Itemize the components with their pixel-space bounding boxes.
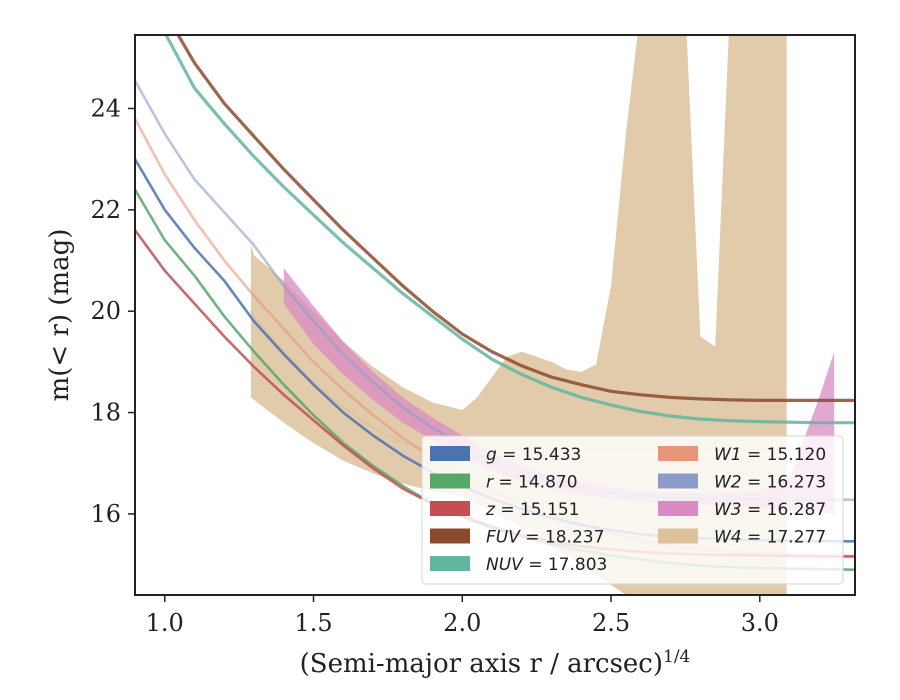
legend-swatch-w4 bbox=[658, 528, 698, 544]
legend-swatch-w3 bbox=[658, 501, 698, 516]
legend-frame bbox=[421, 435, 844, 585]
ticks-layer: 1.0 1.5 2.0 2.5 3.0 16 18 20 22 24 bbox=[90, 94, 778, 637]
y-tick-label: 20 bbox=[90, 297, 121, 325]
legend-swatch-w1 bbox=[658, 446, 698, 461]
legend-label-g: g = 15.433 bbox=[486, 445, 581, 465]
legend-label-z: z = 15.151 bbox=[485, 500, 579, 520]
x-axis-title-text: (Semi-major axis r / arcsec) bbox=[300, 649, 663, 679]
x-tick-label: 1.0 bbox=[146, 609, 184, 637]
plot-frame bbox=[134, 34, 856, 596]
legend-swatch-r bbox=[430, 473, 470, 489]
x-tick-label: 3.0 bbox=[741, 609, 779, 637]
y-tick-label: 16 bbox=[90, 500, 121, 528]
legend-swatch-z bbox=[430, 501, 470, 516]
legend-swatch-fuv bbox=[430, 528, 470, 544]
legend-label-r: r = 14.870 bbox=[486, 473, 578, 493]
legend-label-w1: W1 = 15.120 bbox=[714, 445, 826, 465]
legend-label-nuv: NUV = 17.803 bbox=[486, 555, 607, 575]
series-line-fuv bbox=[176, 35, 855, 402]
y-tick-label: 18 bbox=[90, 399, 121, 427]
x-axis-title-superscript: 1/4 bbox=[663, 647, 690, 667]
legend-swatch-nuv bbox=[430, 556, 470, 571]
legend-label-w3: W3 = 16.287 bbox=[714, 500, 826, 520]
legend-swatch-w2 bbox=[658, 473, 698, 489]
x-tick-label: 1.5 bbox=[294, 609, 332, 637]
x-axis-title: (Semi-major axis r / arcsec)1/4 bbox=[300, 647, 691, 679]
legend-label-w4: W4 = 17.277 bbox=[714, 528, 826, 548]
legend-label-w2: W2 = 16.273 bbox=[714, 473, 826, 493]
series-line-nuv bbox=[164, 35, 855, 425]
legend: g = 15.433 r = 14.870 z = 15.151 FUV = 18.2… bbox=[421, 435, 844, 585]
x-tick-label: 2.5 bbox=[592, 609, 630, 637]
legend-label-fuv: FUV = 18.237 bbox=[486, 528, 604, 548]
y-axis-title: m(< r) (mag) bbox=[45, 229, 75, 402]
legend-swatch-g bbox=[430, 446, 470, 461]
y-tick-label: 24 bbox=[90, 94, 121, 122]
y-tick-label: 22 bbox=[90, 196, 121, 224]
x-tick-label: 2.0 bbox=[443, 609, 481, 637]
